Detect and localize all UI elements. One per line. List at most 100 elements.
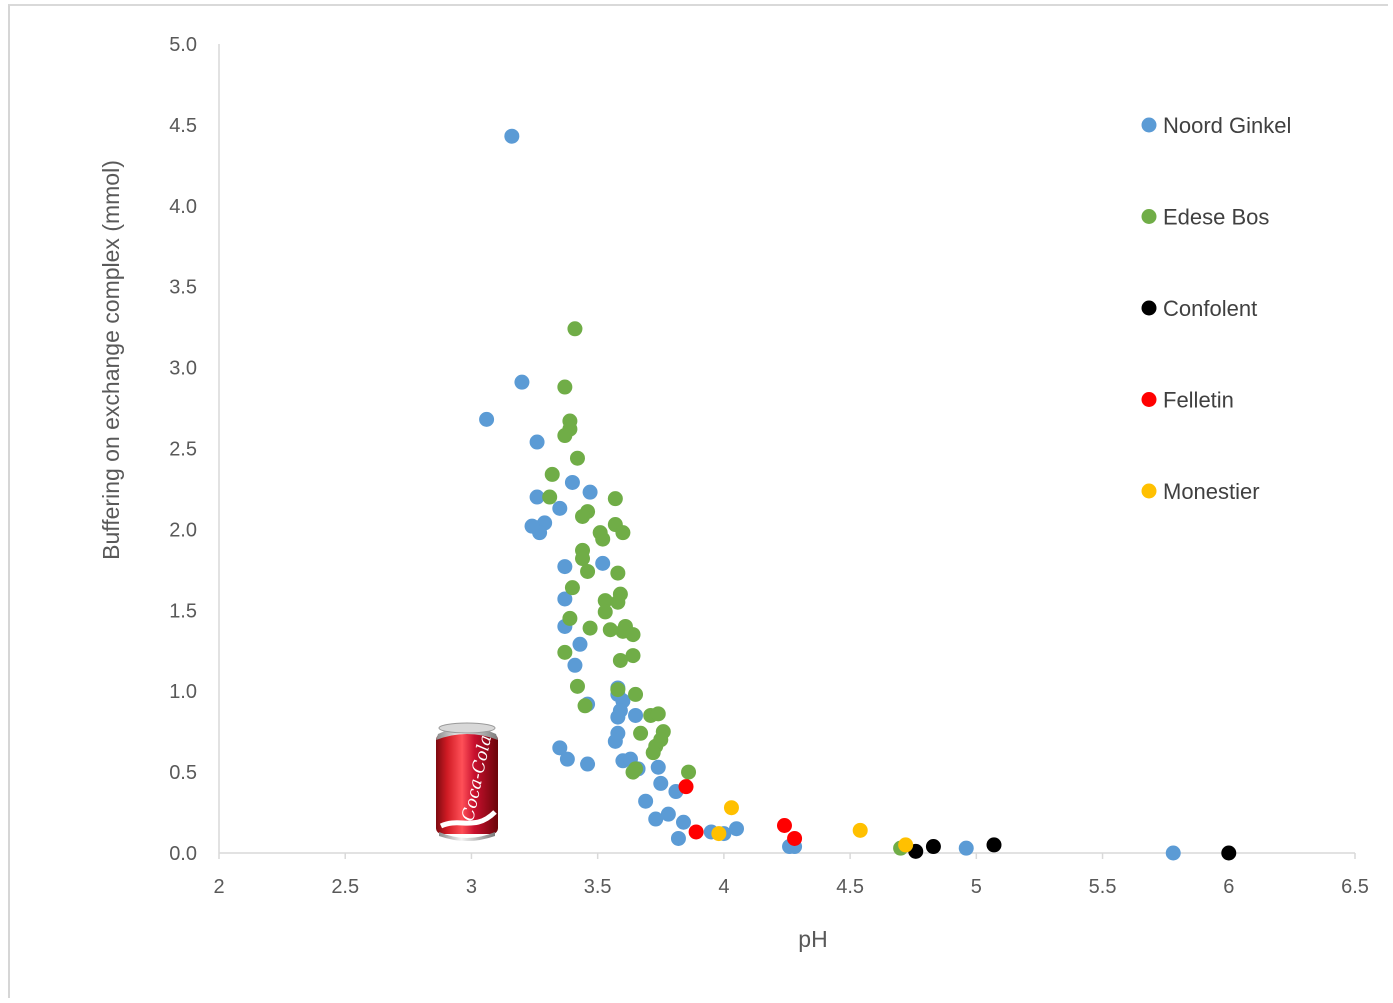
y-tick-label: 4.5: [169, 115, 197, 137]
data-point: [529, 489, 545, 505]
data-point: [582, 484, 598, 500]
data-point: [559, 751, 575, 767]
data-point: [628, 686, 644, 702]
data-point: [564, 580, 580, 596]
legend-marker: [1141, 117, 1157, 133]
data-point: [1165, 845, 1181, 861]
data-point: [595, 531, 611, 547]
data-point: [595, 555, 611, 571]
data-point: [582, 620, 598, 636]
data-point: [723, 800, 739, 816]
x-tick-label: 4.5: [836, 876, 864, 898]
data-point: [580, 563, 596, 579]
legend-entry: Confolent: [1141, 296, 1257, 321]
data-point: [557, 644, 573, 660]
x-tick-label: 5.5: [1089, 876, 1117, 898]
data-point: [625, 627, 641, 643]
data-point: [552, 500, 568, 516]
data-point: [612, 652, 628, 668]
data-points: [479, 128, 1237, 861]
x-tick-label: 2: [213, 876, 224, 898]
data-point: [597, 593, 613, 609]
data-point: [787, 830, 803, 846]
data-point: [645, 745, 661, 761]
series-edese-bos: [542, 321, 909, 856]
legend-marker: [1141, 300, 1157, 316]
legend-entry: Edese Bos: [1141, 205, 1269, 230]
data-point: [958, 840, 974, 856]
data-point: [577, 698, 593, 714]
data-point: [650, 706, 666, 722]
legend-marker: [1141, 209, 1157, 224]
legend-entry: Noord Ginkel: [1141, 113, 1291, 138]
data-point: [675, 814, 691, 830]
x-axis-title: pH: [798, 926, 827, 952]
y-tick-label: 1.0: [169, 681, 197, 703]
data-point: [524, 518, 540, 534]
data-point: [681, 764, 697, 780]
y-tick-label: 0.0: [169, 843, 197, 865]
legend-label: Confolent: [1163, 296, 1257, 321]
data-point: [514, 374, 530, 390]
data-point: [925, 839, 941, 855]
data-point: [569, 678, 585, 694]
y-tick-label: 2.5: [169, 439, 197, 461]
data-point: [557, 379, 573, 395]
data-point: [544, 466, 560, 482]
data-point: [711, 826, 727, 842]
data-point: [650, 759, 666, 775]
data-point: [567, 321, 583, 337]
data-point: [542, 489, 558, 505]
data-point: [610, 709, 626, 725]
legend-marker: [1141, 483, 1157, 499]
data-point: [688, 824, 704, 840]
legend-label: Edese Bos: [1163, 205, 1269, 230]
data-point: [898, 837, 914, 853]
axes: [218, 44, 1356, 859]
data-point: [625, 648, 641, 664]
data-point: [575, 508, 591, 524]
data-point: [625, 764, 641, 780]
series-noord-ginkel: [479, 128, 1181, 861]
y-tick-label: 3.0: [169, 358, 197, 380]
data-point: [557, 428, 573, 444]
data-point: [529, 434, 545, 450]
x-tick-label: 2.5: [331, 876, 359, 898]
x-tick-label: 5: [971, 876, 982, 898]
legend-entry: Felletin: [1141, 388, 1234, 413]
legend-label: Felletin: [1163, 388, 1234, 413]
legend-marker: [1141, 392, 1157, 407]
data-point: [610, 594, 626, 610]
y-tick-label: 2.0: [169, 519, 197, 541]
data-point: [633, 725, 649, 741]
data-point: [729, 821, 745, 837]
data-point: [670, 830, 686, 846]
data-point: [660, 806, 676, 822]
data-point: [610, 682, 626, 698]
x-tick-label: 6.5: [1341, 876, 1369, 898]
data-point: [776, 817, 792, 833]
y-tick-label: 3.5: [169, 277, 197, 299]
data-point: [580, 756, 596, 772]
data-point: [562, 610, 578, 626]
series-confolent: [908, 837, 1237, 861]
data-point: [557, 559, 573, 575]
legend: Noord Ginkel Edese Bos Confolent Felletin Mo…: [1141, 113, 1291, 504]
legend-label: Noord Ginkel: [1163, 113, 1291, 138]
data-point: [597, 604, 613, 620]
data-point: [638, 793, 654, 809]
x-tick-label: 6: [1223, 876, 1234, 898]
x-tick-label: 4: [718, 876, 729, 898]
y-tick-label: 5.0: [169, 34, 197, 56]
x-tick-label: 3.5: [584, 876, 612, 898]
chart-frame: [8, 4, 1388, 998]
series-felletin: [678, 779, 803, 846]
data-point: [678, 779, 694, 795]
data-point: [572, 636, 588, 652]
data-point: [610, 565, 626, 581]
data-point: [628, 707, 644, 723]
data-point: [852, 822, 868, 838]
data-point: [986, 837, 1002, 853]
data-point: [569, 450, 585, 466]
